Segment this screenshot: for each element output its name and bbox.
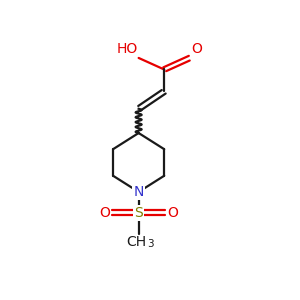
Text: 3: 3	[147, 238, 154, 249]
Text: S: S	[134, 206, 143, 220]
Text: O: O	[99, 206, 110, 220]
Text: O: O	[167, 206, 178, 220]
Text: CH: CH	[126, 236, 146, 249]
Text: HO: HO	[116, 42, 137, 56]
Text: N: N	[134, 185, 144, 199]
Text: O: O	[191, 42, 202, 56]
